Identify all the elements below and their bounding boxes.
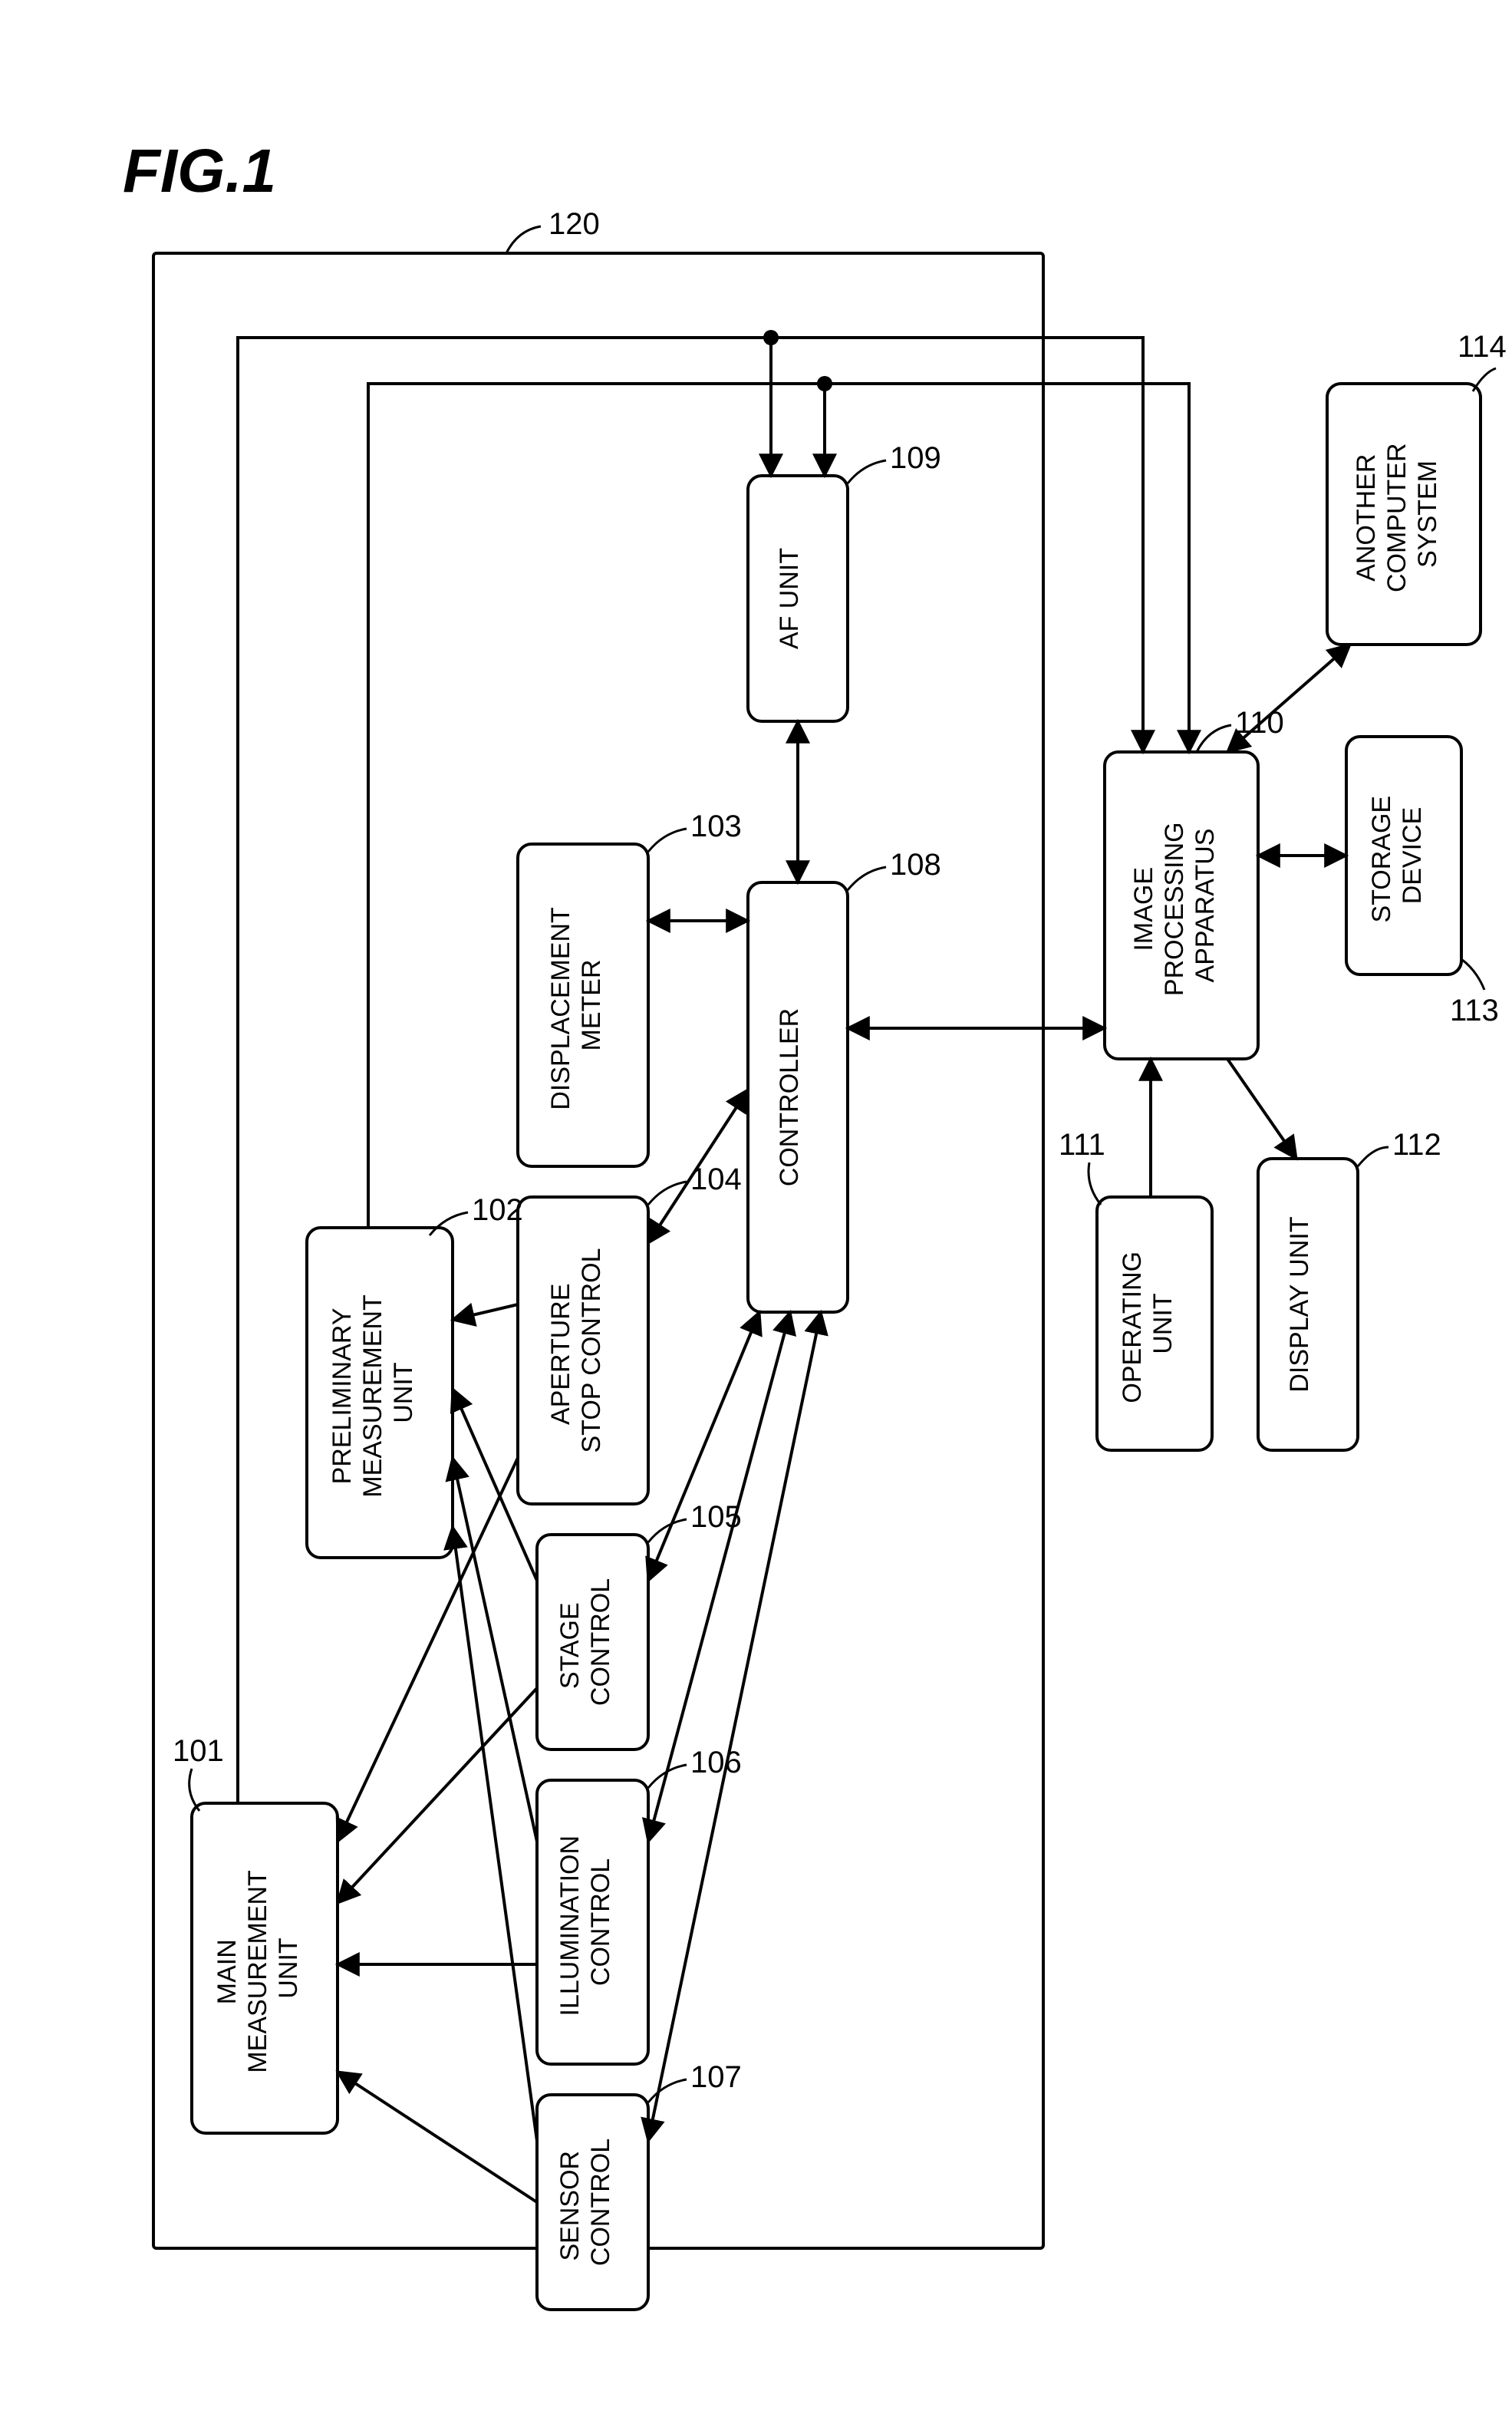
b112-l0: DISPLAY UNIT: [1285, 1216, 1314, 1392]
b103-l0: DISPLACEMENT: [546, 908, 575, 1110]
b106-l1: CONTROL: [586, 1858, 615, 1986]
b104-l0: APERTURE: [546, 1283, 575, 1425]
ref-103: 103: [690, 810, 742, 843]
ref-106: 106: [690, 1746, 742, 1779]
b104-l1: STOP CONTROL: [577, 1248, 606, 1453]
b107-l1: CONTROL: [586, 2139, 615, 2266]
b101-l1: MEASUREMENT: [243, 1871, 272, 2073]
b111-l1: UNIT: [1148, 1293, 1178, 1354]
b101-l2: UNIT: [274, 1937, 303, 1998]
ref-114: 114: [1458, 330, 1507, 364]
ref-109: 109: [890, 441, 941, 475]
b113-l1: DEVICE: [1398, 807, 1427, 905]
block-110: IMAGE PROCESSING APPARATUS 110: [1105, 706, 1284, 1059]
b113-l0: STORAGE: [1367, 796, 1396, 923]
figure-canvas: FIG.1 120 AF UNIT 109 CONTROLLER 108 DIS…: [0, 0, 1512, 2414]
ref-102: 102: [472, 1193, 523, 1227]
b106-l0: ILLUMINATION: [555, 1835, 585, 2017]
ref-101: 101: [173, 1734, 224, 1768]
ref-120: 120: [548, 207, 600, 241]
ref-113: 113: [1450, 994, 1499, 1027]
b114-l0: ANOTHER: [1352, 454, 1381, 582]
ref-107: 107: [690, 2060, 742, 2094]
block-108-label: CONTROLLER: [775, 1008, 804, 1186]
b105-l0: STAGE: [555, 1602, 585, 1689]
ref-112: 112: [1392, 1128, 1441, 1162]
block-112: DISPLAY UNIT 112: [1258, 1128, 1441, 1450]
b102-l0: PRELIMINARY: [328, 1308, 357, 1484]
block-114: ANOTHER COMPUTER SYSTEM 114: [1327, 330, 1507, 645]
block-113: STORAGE DEVICE 113: [1346, 737, 1499, 1027]
edge-110-112: [1227, 1059, 1296, 1159]
b101-l0: MAIN: [212, 1939, 242, 2004]
ref-108: 108: [890, 848, 941, 882]
b103-l1: METER: [577, 960, 606, 1051]
b110-l1: PROCESSING: [1160, 822, 1189, 996]
block-109-label: AF UNIT: [775, 548, 804, 649]
b110-l0: IMAGE: [1129, 867, 1158, 951]
b114-l2: SYSTEM: [1413, 460, 1442, 568]
junction-dot-2: [817, 376, 832, 391]
b110-l2: APPARATUS: [1191, 829, 1220, 983]
junction-dot-1: [763, 330, 779, 345]
b114-l1: COMPUTER: [1382, 443, 1412, 592]
block-111: OPERATING UNIT 111: [1059, 1128, 1212, 1450]
edge-110-114: [1227, 645, 1350, 752]
b102-l1: MEASUREMENT: [358, 1295, 387, 1498]
b111-l0: OPERATING: [1118, 1252, 1147, 1403]
ref-111: 111: [1059, 1128, 1105, 1162]
b107-l0: SENSOR: [555, 2151, 585, 2261]
b102-l2: UNIT: [389, 1362, 418, 1423]
b105-l1: CONTROL: [586, 1578, 615, 1706]
figure-title: FIG.1: [123, 137, 276, 205]
